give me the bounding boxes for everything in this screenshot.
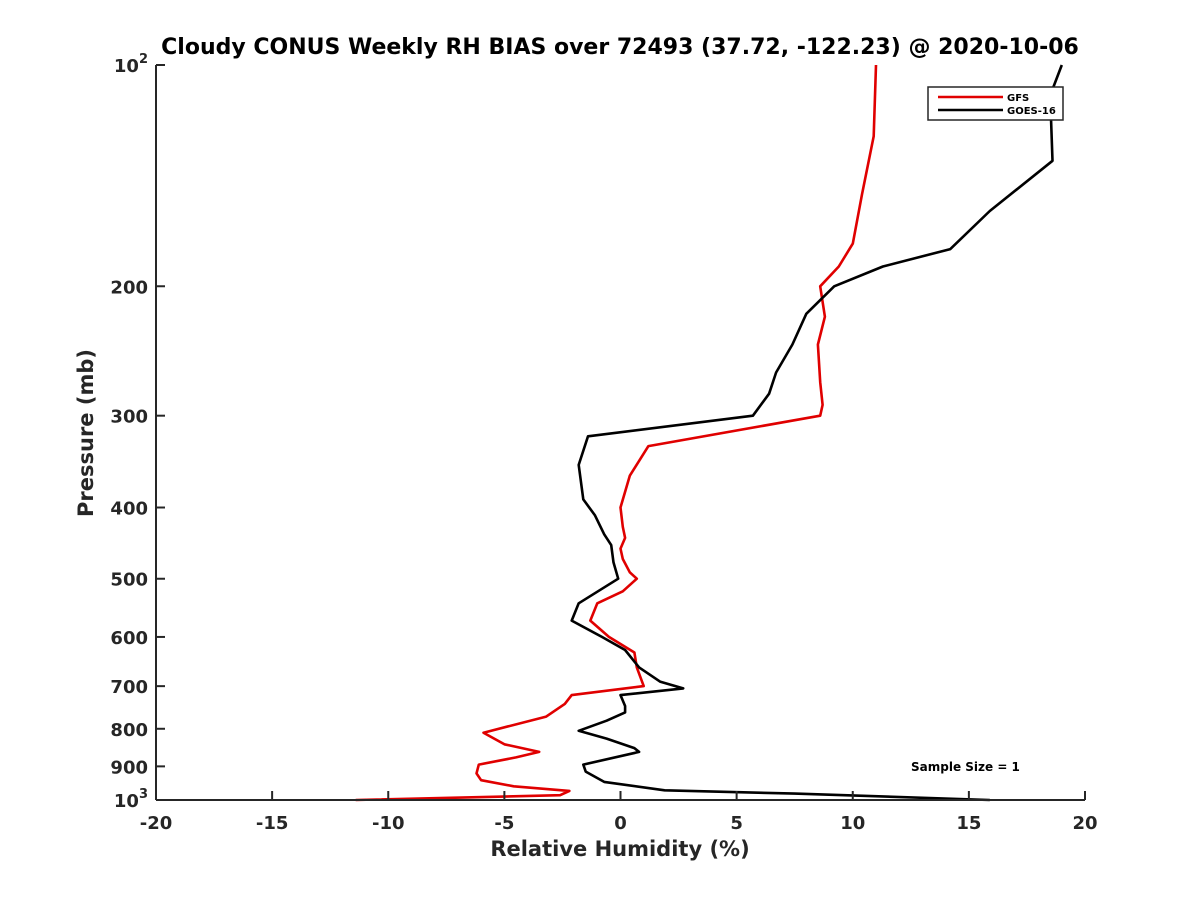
legend: GFS GOES-16 — [927, 86, 1064, 121]
y-tick-label: 200 — [110, 277, 148, 298]
sample-size-annotation: Sample Size = 1 — [911, 760, 1020, 774]
y-tick-label: 300 — [110, 407, 148, 428]
x-tick-label: -20 — [140, 813, 173, 834]
series-layer — [355, 64, 1064, 802]
x-tick-label: 20 — [1072, 813, 1097, 834]
series-line-goes16 — [570, 64, 1064, 802]
x-tick-label: 0 — [614, 813, 627, 834]
y-tick-label: 600 — [110, 628, 148, 649]
legend-label-goes16: GOES-16 — [1007, 106, 1056, 117]
x-tick-label: -10 — [372, 813, 405, 834]
legend-label-gfs: GFS — [1007, 93, 1029, 104]
chart-title: Cloudy CONUS Weekly RH BIAS over 72493 (… — [161, 35, 1079, 60]
y-axis-ticks: 102 200 300 400 500 600 700 800 900 103 — [110, 52, 165, 812]
y-tick-label: 102 — [114, 52, 148, 77]
y-tick-label: 500 — [110, 570, 148, 591]
series-line-gfs — [355, 64, 878, 802]
x-tick-label: -15 — [256, 813, 289, 834]
y-tick-label: 700 — [110, 677, 148, 698]
y-tick-label: 400 — [110, 499, 148, 520]
x-tick-label: -5 — [494, 813, 514, 834]
y-tick-label: 103 — [114, 787, 148, 812]
x-axis-ticks: -20 -15 -10 -5 0 5 10 15 20 — [140, 791, 1098, 834]
x-axis-label: Relative Humidity (%) — [490, 837, 749, 861]
x-tick-label: 5 — [730, 813, 743, 834]
y-axis-label: Pressure (mb) — [74, 349, 98, 517]
x-tick-label: 15 — [956, 813, 981, 834]
y-tick-label: 800 — [110, 720, 148, 741]
x-tick-label: 10 — [840, 813, 865, 834]
y-tick-label: 900 — [110, 757, 148, 778]
legend-box — [927, 86, 1064, 121]
